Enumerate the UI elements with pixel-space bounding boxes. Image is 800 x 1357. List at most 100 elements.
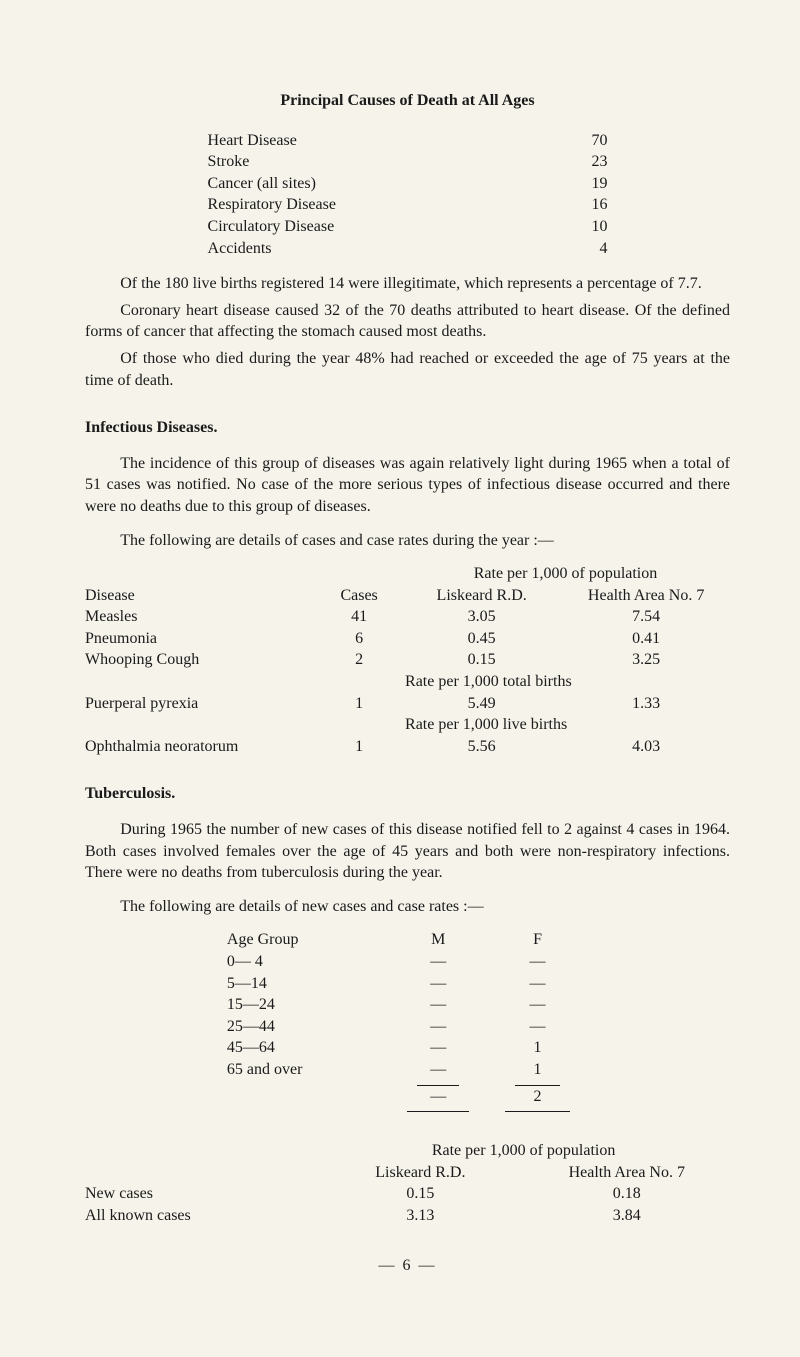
age-cell: 0— 4 bbox=[227, 951, 390, 973]
f-cell: — bbox=[487, 994, 588, 1016]
ha-cell: 3.84 bbox=[524, 1205, 730, 1227]
table-row: Stroke 23 bbox=[208, 151, 608, 173]
age-table: Age Group M F 0— 4 — — 5—14 — — 15—24 — … bbox=[227, 929, 588, 1112]
sub-header-row: Rate per 1,000 total births bbox=[85, 671, 730, 693]
f-cell: — bbox=[487, 951, 588, 973]
col-health: Health Area No. 7 bbox=[562, 585, 730, 607]
ha-cell: 0.41 bbox=[562, 628, 730, 650]
paragraph: The following are details of cases and c… bbox=[85, 530, 730, 552]
f-cell: 1 bbox=[487, 1037, 588, 1059]
table-row: 65 and over — 1 bbox=[227, 1059, 588, 1081]
age-cell: 25—44 bbox=[227, 1016, 390, 1038]
rate-header: Rate per 1,000 of population bbox=[401, 563, 730, 585]
ha-cell: 1.33 bbox=[562, 693, 730, 715]
cause-value: 16 bbox=[591, 194, 607, 216]
document-page: Principal Causes of Death at All Ages He… bbox=[0, 0, 800, 1316]
table-row: 25—44 — — bbox=[227, 1016, 588, 1038]
table-row: 45—64 — 1 bbox=[227, 1037, 588, 1059]
table-row: Puerperal pyrexia 1 5.49 1.33 bbox=[85, 693, 730, 715]
table-row: All known cases 3.13 3.84 bbox=[85, 1205, 730, 1227]
table-row: Heart Disease 70 bbox=[208, 130, 608, 152]
rd-cell: 0.15 bbox=[317, 1183, 523, 1205]
age-cell: 15—24 bbox=[227, 994, 390, 1016]
table-row: 5—14 — — bbox=[227, 973, 588, 995]
f-cell: — bbox=[487, 1016, 588, 1038]
disease-table: Rate per 1,000 of population Disease Cas… bbox=[85, 563, 730, 757]
cases-cell: 1 bbox=[317, 693, 401, 715]
table-row: Pneumonia 6 0.45 0.41 bbox=[85, 628, 730, 650]
cause-label: Heart Disease bbox=[208, 130, 297, 152]
sub-rate-label: Rate per 1,000 total births bbox=[401, 671, 730, 693]
rate-header: Rate per 1,000 of population bbox=[317, 1140, 730, 1162]
cause-value: 4 bbox=[599, 238, 607, 260]
f-col: F bbox=[487, 929, 588, 951]
m-cell: — bbox=[389, 1037, 487, 1059]
rule-row bbox=[227, 1107, 588, 1112]
m-col: M bbox=[389, 929, 487, 951]
m-cell: — bbox=[389, 1016, 487, 1038]
table-row: Respiratory Disease 16 bbox=[208, 194, 608, 216]
age-cell bbox=[227, 1086, 390, 1108]
rd-cell: 5.49 bbox=[401, 693, 562, 715]
rd-cell: 3.13 bbox=[317, 1205, 523, 1227]
label-cell: New cases bbox=[85, 1183, 317, 1205]
table-row: 15—24 — — bbox=[227, 994, 588, 1016]
ha-cell: 7.54 bbox=[562, 606, 730, 628]
cases-cell: 2 bbox=[317, 649, 401, 671]
page-title: Principal Causes of Death at All Ages bbox=[85, 90, 730, 112]
cause-label: Cancer (all sites) bbox=[208, 173, 316, 195]
f-cell: — bbox=[487, 973, 588, 995]
col-liskeard: Liskeard R.D. bbox=[401, 585, 562, 607]
f-cell: 2 bbox=[487, 1086, 588, 1108]
disease-cell: Measles bbox=[85, 606, 317, 628]
table-row: 0— 4 — — bbox=[227, 951, 588, 973]
table-header: Age Group M F bbox=[227, 929, 588, 951]
table-row: Circulatory Disease 10 bbox=[208, 216, 608, 238]
cases-cell: 1 bbox=[317, 736, 401, 758]
age-cell: 5—14 bbox=[227, 973, 390, 995]
col-liskeard: Liskeard R.D. bbox=[317, 1162, 523, 1184]
disease-cell: Puerperal pyrexia bbox=[85, 693, 317, 715]
total-row: — 2 bbox=[227, 1086, 588, 1108]
table-row: Ophthalmia neoratorum 1 5.56 4.03 bbox=[85, 736, 730, 758]
col-health: Health Area No. 7 bbox=[524, 1162, 730, 1184]
rd-cell: 0.45 bbox=[401, 628, 562, 650]
label-cell: All known cases bbox=[85, 1205, 317, 1227]
col-disease: Disease bbox=[85, 585, 317, 607]
paragraph: The incidence of this group of diseases … bbox=[85, 453, 730, 518]
m-cell: — bbox=[389, 973, 487, 995]
cause-label: Circulatory Disease bbox=[208, 216, 335, 238]
cases-cell: 41 bbox=[317, 606, 401, 628]
sub-rate-label: Rate per 1,000 live births bbox=[401, 714, 730, 736]
table-header: Liskeard R.D. Health Area No. 7 bbox=[85, 1162, 730, 1184]
disease-cell: Whooping Cough bbox=[85, 649, 317, 671]
rd-cell: 5.56 bbox=[401, 736, 562, 758]
m-cell: — bbox=[389, 951, 487, 973]
section-heading: Tuberculosis. bbox=[85, 783, 730, 805]
paragraph: The following are details of new cases a… bbox=[85, 896, 730, 918]
page-number: — 6 — bbox=[85, 1255, 730, 1277]
table-header: Rate per 1,000 of population bbox=[85, 1140, 730, 1162]
age-col: Age Group bbox=[227, 929, 390, 951]
rd-cell: 3.05 bbox=[401, 606, 562, 628]
paragraph: Coronary heart disease caused 32 of the … bbox=[85, 300, 730, 343]
paragraph: During 1965 the number of new cases of t… bbox=[85, 819, 730, 884]
ha-cell: 0.18 bbox=[524, 1183, 730, 1205]
cause-value: 10 bbox=[591, 216, 607, 238]
ha-cell: 4.03 bbox=[562, 736, 730, 758]
cause-label: Stroke bbox=[208, 151, 250, 173]
disease-cell: Ophthalmia neoratorum bbox=[85, 736, 317, 758]
f-cell: 1 bbox=[487, 1059, 588, 1081]
paragraph: Of the 180 live births registered 14 wer… bbox=[85, 273, 730, 295]
table-row: Cancer (all sites) 19 bbox=[208, 173, 608, 195]
table-header: Disease Cases Liskeard R.D. Health Area … bbox=[85, 585, 730, 607]
cases-cell: 6 bbox=[317, 628, 401, 650]
table-row: Whooping Cough 2 0.15 3.25 bbox=[85, 649, 730, 671]
cause-value: 23 bbox=[591, 151, 607, 173]
cause-label: Respiratory Disease bbox=[208, 194, 336, 216]
ha-cell: 3.25 bbox=[562, 649, 730, 671]
causes-table: Heart Disease 70 Stroke 23 Cancer (all s… bbox=[208, 130, 608, 260]
m-cell: — bbox=[389, 994, 487, 1016]
age-cell: 65 and over bbox=[227, 1059, 390, 1081]
m-cell: — bbox=[389, 1059, 487, 1081]
